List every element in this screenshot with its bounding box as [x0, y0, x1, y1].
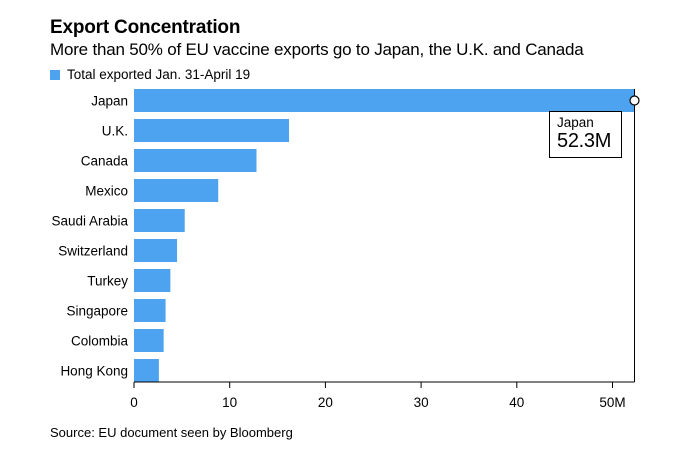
source-note: Source: EU document seen by Bloomberg — [50, 425, 293, 440]
category-label-singapore: Singapore — [66, 304, 128, 319]
hover-point — [629, 95, 640, 106]
legend-swatch — [50, 69, 60, 80]
category-label-u-k-: U.K. — [102, 124, 128, 139]
category-label-saudi-arabia: Saudi Arabia — [51, 214, 128, 229]
bar-colombia — [134, 329, 164, 352]
bar-hong-kong — [134, 359, 159, 382]
x-tick-label: 0 — [130, 395, 138, 410]
bar-switzerland — [134, 239, 178, 262]
tooltip-value: 52.3M — [557, 130, 612, 152]
tooltip-label: Japan — [557, 115, 594, 130]
category-label-hong-kong: Hong Kong — [60, 364, 128, 379]
category-label-mexico: Mexico — [85, 184, 128, 199]
category-label-switzerland: Switzerland — [58, 244, 128, 259]
category-label-canada: Canada — [81, 154, 129, 169]
category-labels: Japan U.K. Canada Mexico Saudi Arabia Switzer… — [51, 94, 128, 379]
x-tick-label: 20 — [318, 395, 333, 410]
bar-canada — [134, 149, 257, 172]
category-label-colombia: Colombia — [71, 334, 129, 349]
x-tick-label: 30 — [414, 395, 429, 410]
category-label-japan: Japan — [91, 94, 128, 109]
hover-marker — [629, 89, 640, 382]
category-label-turkey: Turkey — [87, 274, 128, 289]
legend-label: Total exported Jan. 31-April 19 — [67, 67, 251, 82]
bar-turkey — [134, 269, 171, 292]
x-tick-label: 40 — [509, 395, 524, 410]
tooltip: Japan 52.3M — [549, 111, 622, 158]
bar-singapore — [134, 299, 166, 322]
legend: Total exported Jan. 31-April 19 — [50, 67, 250, 82]
bar-mexico — [134, 179, 219, 202]
x-axis: 0 10 20 30 40 50M — [130, 381, 635, 410]
chart-subtitle: More than 50% of EU vaccine exports go t… — [50, 40, 584, 59]
x-tick-label: 50M — [599, 395, 625, 410]
bar-u-k- — [134, 119, 290, 142]
x-tick-label: 10 — [222, 395, 237, 410]
chart-title: Export Concentration — [50, 17, 241, 38]
bar-japan — [134, 89, 635, 112]
bars-group — [134, 89, 635, 382]
bar-saudi-arabia — [134, 209, 185, 232]
